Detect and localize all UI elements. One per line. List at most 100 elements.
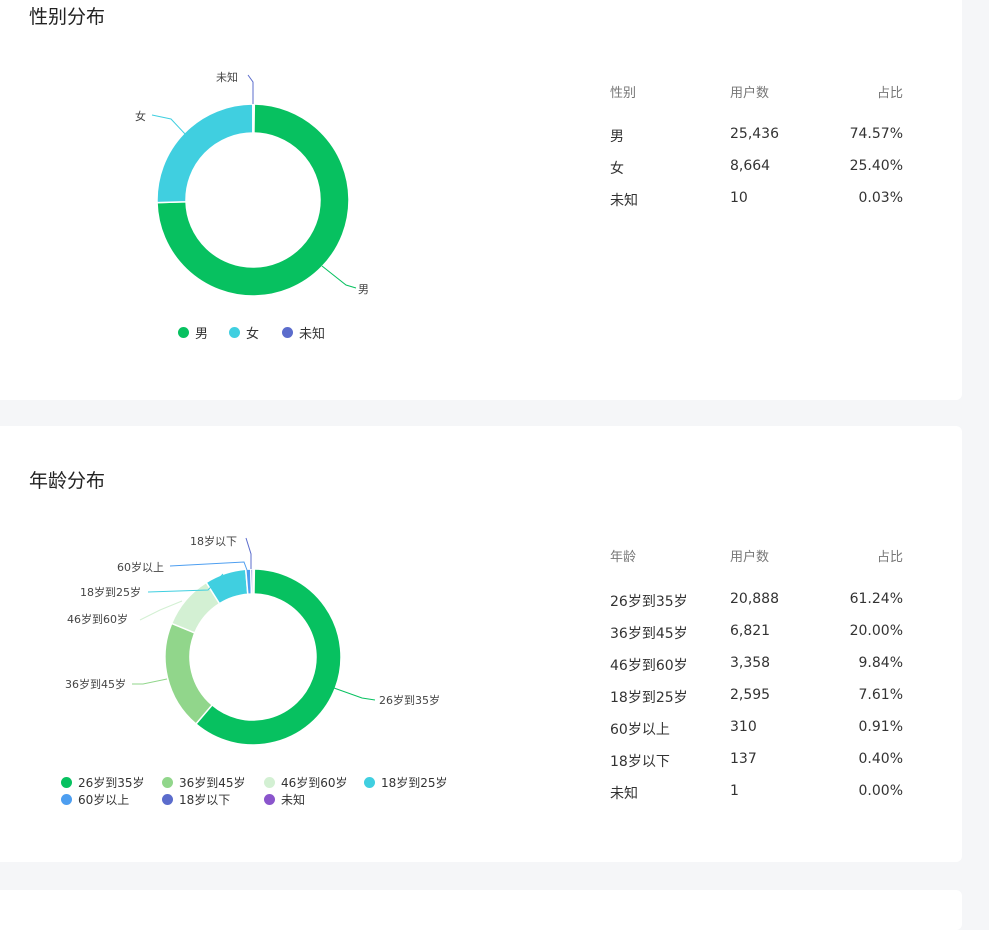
legend-swatch: [61, 777, 72, 788]
label-leader-line: [132, 678, 168, 685]
table-cell-ratio: 7.61%: [858, 687, 903, 703]
legend-item[interactable]: 18岁到25岁: [364, 774, 448, 791]
table-cell-category: 未知: [610, 786, 638, 802]
table-row: 未知 10 0.03%: [610, 190, 903, 210]
next-section-card: [0, 890, 962, 930]
legend-label: 60岁以上: [78, 793, 130, 807]
legend-item[interactable]: 26岁到35岁: [61, 774, 145, 791]
table-cell-users: 2,595: [730, 687, 771, 703]
legend-item[interactable]: 男: [178, 323, 208, 342]
table-cell-users: 10: [730, 190, 748, 206]
legend-swatch: [282, 327, 293, 338]
table-cell-users: 20,888: [730, 591, 779, 607]
table-cell-category: 未知: [610, 193, 638, 209]
table-cell-category: 男: [610, 129, 624, 145]
label-leader-line: [139, 600, 183, 621]
label-leader-line: [245, 537, 252, 569]
age-header-category: 年龄: [610, 550, 637, 565]
slice-label: 26岁到35岁: [379, 693, 440, 707]
table-cell-category: 26岁到35岁: [610, 594, 688, 610]
gender-donut-chart: 男 女 未知: [135, 70, 369, 297]
table-cell-ratio: 74.57%: [849, 126, 903, 142]
age-section-title: 年龄分布: [29, 470, 106, 492]
table-row: 60岁以上 310 0.91%: [610, 719, 903, 739]
label-leader-line: [151, 114, 187, 136]
legend-item[interactable]: 18岁以下: [162, 791, 230, 808]
legend-item[interactable]: 36岁到45岁: [162, 774, 246, 791]
table-cell-category: 女: [610, 161, 624, 177]
gender-section-title: 性别分布: [29, 6, 106, 28]
slice-label: 18岁到25岁: [80, 585, 141, 599]
slice-label: 未知: [216, 70, 238, 84]
legend-swatch: [264, 794, 275, 805]
table-cell-ratio: 20.00%: [849, 623, 903, 639]
legend-item[interactable]: 60岁以上: [61, 791, 129, 808]
legend-label: 26岁到35岁: [78, 776, 145, 790]
table-cell-users: 1: [730, 783, 739, 799]
slice-label: 60岁以上: [117, 560, 164, 574]
legend-swatch: [162, 777, 173, 788]
table-cell-ratio: 9.84%: [858, 655, 903, 671]
legend-label: 18岁到25岁: [381, 776, 448, 790]
table-cell-category: 46岁到60岁: [610, 658, 688, 674]
legend-swatch: [264, 777, 275, 788]
table-row: 46岁到60岁 3,358 9.84%: [610, 655, 903, 675]
legend-label: 未知: [299, 327, 326, 342]
slice-label: 46岁到60岁: [67, 612, 128, 626]
slice-label: 女: [135, 109, 146, 123]
gender-table-header: 性别 用户数 占比: [610, 82, 903, 102]
table-row: 未知 1 0.00%: [610, 783, 903, 803]
slice-label: 36岁到45岁: [65, 677, 126, 691]
table-row: 26岁到35岁 20,888 61.24%: [610, 591, 903, 611]
donut-slice[interactable]: [194, 568, 342, 746]
age-donut-chart: 26岁到35岁 36岁到45岁 46岁到60岁 18岁到25岁 60岁以上 18岁以下: [65, 534, 440, 746]
label-leader-line: [147, 573, 224, 593]
donut-slice[interactable]: [156, 103, 350, 297]
table-cell-category: 18岁以下: [610, 754, 670, 770]
label-leader-line: [333, 687, 376, 701]
legend-label: 46岁到60岁: [281, 776, 348, 790]
age-distribution-card: 年龄分布 26岁到35岁 36岁到45岁 46岁到60岁 18岁到25岁 60岁以上 18…: [0, 426, 962, 862]
label-leader-line: [321, 265, 357, 289]
table-cell-users: 8,664: [730, 158, 771, 174]
legend-swatch: [162, 794, 173, 805]
table-cell-users: 25,436: [730, 126, 779, 142]
table-cell-ratio: 0.00%: [858, 783, 903, 799]
label-leader-line: [247, 74, 254, 104]
legend-item[interactable]: 女: [229, 323, 259, 342]
legend-item[interactable]: 46岁到60岁: [264, 774, 348, 791]
table-row: 18岁到25岁 2,595 7.61%: [610, 687, 903, 707]
gender-header-category: 性别: [610, 86, 637, 101]
label-leader-line: [169, 561, 248, 571]
legend-swatch: [229, 327, 240, 338]
legend-label: 女: [246, 327, 260, 342]
gender-header-users: 用户数: [730, 86, 770, 101]
donut-slice[interactable]: [164, 622, 214, 726]
legend-label: 18岁以下: [179, 793, 231, 807]
table-cell-ratio: 25.40%: [849, 158, 903, 174]
slice-label: 男: [358, 283, 369, 296]
legend-label: 未知: [281, 793, 306, 807]
gender-header-ratio: 占比: [876, 86, 903, 101]
age-table-header: 年龄 用户数 占比: [610, 546, 903, 566]
donut-slice[interactable]: [252, 103, 256, 134]
table-cell-ratio: 0.91%: [858, 719, 903, 735]
legend-swatch: [178, 327, 189, 338]
table-cell-category: 18岁到25岁: [610, 690, 688, 706]
gender-distribution-card: 性别分布 男女未知 男女未知 性别 用户数 占比 男 25,436 74.57%…: [0, 0, 962, 400]
table-cell-users: 3,358: [730, 655, 771, 671]
table-cell-category: 60岁以上: [610, 722, 670, 738]
table-cell-ratio: 0.03%: [858, 190, 903, 206]
table-row: 36岁到45岁 6,821 20.00%: [610, 623, 903, 643]
legend-item[interactable]: 未知: [282, 323, 325, 342]
table-row: 18岁以下 137 0.40%: [610, 751, 903, 771]
age-header-users: 用户数: [730, 550, 770, 565]
table-cell-category: 36岁到45岁: [610, 626, 688, 642]
donut-slice[interactable]: [252, 568, 256, 595]
legend-swatch: [61, 794, 72, 805]
legend-label: 男: [195, 327, 209, 342]
legend-label: 36岁到45岁: [179, 776, 246, 790]
table-cell-users: 137: [730, 751, 757, 767]
age-header-ratio: 占比: [876, 550, 903, 565]
legend-item[interactable]: 未知: [264, 791, 305, 808]
